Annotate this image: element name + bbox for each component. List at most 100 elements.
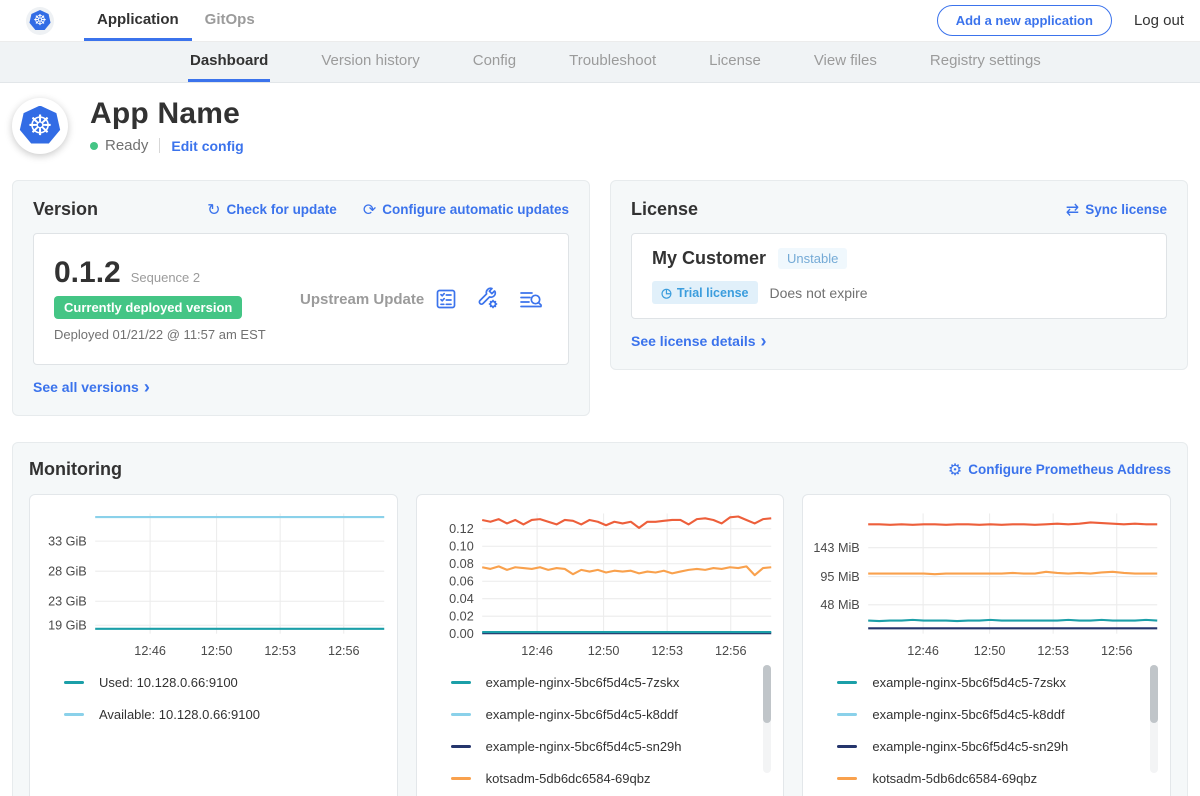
customer-name: My Customer bbox=[652, 248, 766, 269]
license-meta: ◷ Trial license Does not expire bbox=[652, 281, 1146, 304]
legend-label: Used: 10.128.0.66:9100 bbox=[99, 675, 238, 690]
version-card: Version ↻ Check for update ⟳ Configure a… bbox=[12, 180, 590, 416]
scrollbar-thumb[interactable] bbox=[1150, 665, 1158, 723]
legend-label: example-nginx-5bc6f5d4c5-7zskx bbox=[872, 675, 1066, 690]
logout-link[interactable]: Log out bbox=[1134, 12, 1184, 29]
disk-usage-plot: 12:4612:5012:5312:5619 GiB23 GiB28 GiB33… bbox=[34, 505, 393, 663]
legend-label: Available: 10.128.0.66:9100 bbox=[99, 707, 260, 722]
status-text: Ready bbox=[105, 137, 148, 154]
stopwatch-icon: ◷ bbox=[661, 285, 672, 300]
legend-item: example-nginx-5bc6f5d4c5-k8ddf bbox=[451, 707, 760, 722]
svg-text:12:46: 12:46 bbox=[908, 644, 940, 658]
svg-text:12:50: 12:50 bbox=[974, 644, 1006, 658]
subnav-item-license[interactable]: License bbox=[707, 42, 763, 82]
add-application-button[interactable]: Add a new application bbox=[937, 5, 1112, 36]
subnav-item-config[interactable]: Config bbox=[471, 42, 518, 82]
configure-prometheus-link[interactable]: ⚙ Configure Prometheus Address bbox=[948, 460, 1171, 480]
subnav-item-dashboard[interactable]: Dashboard bbox=[188, 42, 270, 82]
legend-item: kotsadm-5db6dc6584-69qbz bbox=[837, 771, 1146, 786]
clock-refresh-icon: ⟳ bbox=[363, 200, 376, 220]
svg-text:12:50: 12:50 bbox=[201, 644, 233, 658]
memory-usage-chart-card: 12:4612:5012:5312:5648 MiB95 MiB143 MiB … bbox=[802, 494, 1171, 796]
kubernetes-heptagon: ☸ bbox=[19, 106, 61, 146]
cpu-usage-legend: example-nginx-5bc6f5d4c5-7zskx example-ng… bbox=[421, 663, 780, 796]
see-all-versions-label: See all versions bbox=[33, 379, 139, 395]
version-row: 0.1.2 Sequence 2 Currently deployed vers… bbox=[54, 248, 548, 350]
kubernetes-heptagon: ☸ bbox=[29, 10, 51, 31]
config-wrench-icon[interactable] bbox=[476, 287, 500, 311]
license-type-badge: ◷ Trial license bbox=[652, 281, 758, 304]
svg-text:12:56: 12:56 bbox=[328, 644, 360, 658]
legend-swatch bbox=[64, 713, 84, 716]
subnav-item-version-history[interactable]: Version history bbox=[319, 42, 421, 82]
scrollbar-thumb[interactable] bbox=[763, 665, 771, 723]
legend-scrollbar[interactable] bbox=[763, 665, 771, 773]
preflight-checks-icon[interactable] bbox=[434, 287, 458, 311]
see-license-details-label: See license details bbox=[631, 333, 756, 349]
chevron-right-icon: › bbox=[761, 332, 767, 350]
monitoring-header: Monitoring ⚙ Configure Prometheus Addres… bbox=[29, 459, 1171, 480]
license-card-header: License ⇄ Sync license bbox=[631, 199, 1167, 220]
legend-swatch bbox=[837, 713, 857, 716]
sync-license-link[interactable]: ⇄ Sync license bbox=[1066, 200, 1167, 220]
legend-swatch bbox=[837, 745, 857, 748]
gear-icon: ⚙ bbox=[948, 460, 962, 480]
svg-text:12:56: 12:56 bbox=[1101, 644, 1133, 658]
memory-usage-plot: 12:4612:5012:5312:5648 MiB95 MiB143 MiB bbox=[807, 505, 1166, 663]
legend-label: example-nginx-5bc6f5d4c5-sn29h bbox=[872, 739, 1068, 754]
svg-text:0.08: 0.08 bbox=[449, 557, 474, 571]
app-icon: ☸ bbox=[12, 98, 68, 154]
edit-config-link[interactable]: Edit config bbox=[171, 138, 243, 154]
app-header: ☸ App Name Ready Edit config bbox=[0, 83, 1200, 170]
topnav-right: Add a new application Log out bbox=[937, 0, 1200, 41]
legend-item: Available: 10.128.0.66:9100 bbox=[64, 707, 373, 722]
top-tabs: ApplicationGitOps bbox=[84, 0, 268, 41]
sync-license-label: Sync license bbox=[1085, 202, 1167, 217]
svg-text:12:50: 12:50 bbox=[587, 644, 619, 658]
subnav-item-registry-settings[interactable]: Registry settings bbox=[928, 42, 1043, 82]
helm-wheel-icon: ☸ bbox=[33, 13, 46, 28]
channel-badge: Unstable bbox=[778, 248, 847, 269]
svg-text:0.06: 0.06 bbox=[449, 574, 474, 588]
subnav-item-view-files[interactable]: View files bbox=[812, 42, 879, 82]
svg-text:12:53: 12:53 bbox=[1038, 644, 1070, 658]
license-expiry: Does not expire bbox=[770, 285, 868, 301]
top-navbar: ☸ ApplicationGitOps Add a new applicatio… bbox=[0, 0, 1200, 42]
legend-scrollbar[interactable] bbox=[1150, 665, 1158, 773]
legend-swatch bbox=[837, 681, 857, 684]
version-card-header: Version ↻ Check for update ⟳ Configure a… bbox=[33, 199, 569, 220]
version-sequence: Sequence 2 bbox=[131, 270, 200, 285]
deploy-logs-icon[interactable] bbox=[518, 287, 544, 311]
status-dot bbox=[90, 142, 98, 150]
sync-arrows-icon: ⇄ bbox=[1066, 200, 1079, 220]
version-card-links: ↻ Check for update ⟳ Configure automatic… bbox=[207, 200, 569, 220]
app-status-row: Ready Edit config bbox=[90, 137, 244, 154]
refresh-icon: ↻ bbox=[207, 200, 220, 220]
monitoring-title: Monitoring bbox=[29, 459, 122, 480]
legend-swatch bbox=[451, 681, 471, 684]
see-all-versions-link[interactable]: See all versions › bbox=[33, 378, 150, 396]
legend-swatch bbox=[837, 777, 857, 780]
license-card: License ⇄ Sync license My Customer Unsta… bbox=[610, 180, 1188, 370]
monitoring-card: Monitoring ⚙ Configure Prometheus Addres… bbox=[12, 442, 1188, 796]
chevron-right-icon: › bbox=[144, 378, 150, 396]
cpu-usage-plot: 12:4612:5012:5312:560.000.020.040.060.08… bbox=[421, 505, 780, 663]
top-tab-application[interactable]: Application bbox=[84, 0, 192, 41]
top-tab-gitops[interactable]: GitOps bbox=[192, 0, 268, 41]
helm-wheel-icon: ☸ bbox=[27, 112, 52, 140]
legend-label: example-nginx-5bc6f5d4c5-sn29h bbox=[486, 739, 682, 754]
legend-item: example-nginx-5bc6f5d4c5-7zskx bbox=[837, 675, 1146, 690]
license-panel: My Customer Unstable ◷ Trial license Doe… bbox=[631, 233, 1167, 319]
subnav-item-troubleshoot[interactable]: Troubleshoot bbox=[567, 42, 658, 82]
check-for-update-link[interactable]: ↻ Check for update bbox=[207, 200, 337, 220]
disk-usage-chart-card: 12:4612:5012:5312:5619 GiB23 GiB28 GiB33… bbox=[29, 494, 398, 796]
charts-row: 12:4612:5012:5312:5619 GiB23 GiB28 GiB33… bbox=[29, 494, 1171, 796]
legend-item: example-nginx-5bc6f5d4c5-7zskx bbox=[451, 675, 760, 690]
legend-item: kotsadm-5db6dc6584-69qbz bbox=[451, 771, 760, 786]
configure-auto-updates-link[interactable]: ⟳ Configure automatic updates bbox=[363, 200, 569, 220]
see-license-details-link[interactable]: See license details › bbox=[631, 332, 767, 350]
legend-swatch bbox=[451, 745, 471, 748]
kubernetes-logo: ☸ bbox=[26, 7, 54, 35]
svg-text:12:46: 12:46 bbox=[134, 644, 166, 658]
legend-label: example-nginx-5bc6f5d4c5-k8ddf bbox=[872, 707, 1064, 722]
